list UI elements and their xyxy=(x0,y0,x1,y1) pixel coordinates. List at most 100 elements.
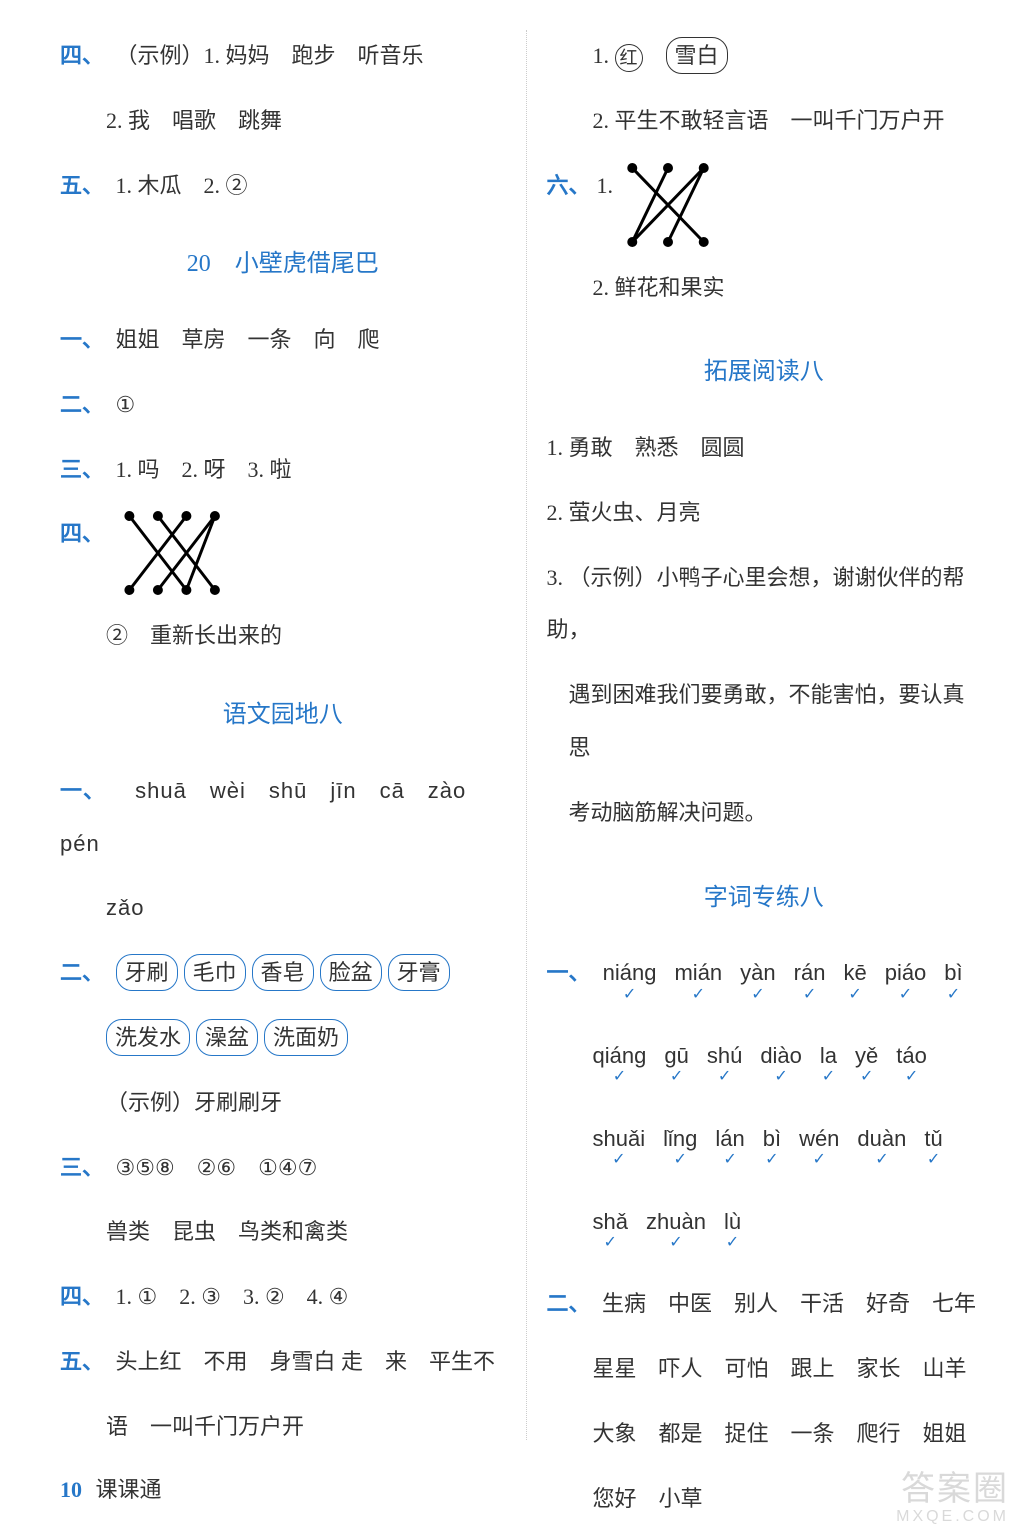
text: 2. 平生不敢轻言语 一叫千门万户开 xyxy=(593,108,945,133)
text: （示例）1. 妈妈 跑步 听音乐 xyxy=(116,43,424,68)
text: 语 一叫千门万户开 xyxy=(106,1414,304,1439)
line-item: 2. 我 唱歌 跳舞 xyxy=(60,95,506,148)
pinyin-word: shǎ xyxy=(593,1196,628,1249)
pinyin-word-container: shǎzhuànlù xyxy=(593,1209,760,1234)
text: 1. 勇敢 熟悉 圆圆 xyxy=(547,435,745,460)
section-number: 二、 xyxy=(60,960,104,985)
pinyin-word: bì xyxy=(763,1113,781,1166)
capsule-word: 脸盆 xyxy=(320,954,382,991)
text: 星星 吓人 可怕 跟上 家长 山羊 xyxy=(593,1356,967,1381)
capsule-word: 洗发水 xyxy=(106,1019,190,1056)
capsule-word: 牙膏 xyxy=(388,954,450,991)
pinyin-line: 一、 shuā wèi shū jīn cā zào pén xyxy=(60,765,506,871)
pinyin-word: diào xyxy=(760,1030,802,1083)
circled-char: 红 xyxy=(615,44,643,72)
line-item: 2. 平生不敢轻言语 一叫千门万户开 xyxy=(547,95,982,148)
pinyin-word: tǔ xyxy=(924,1113,942,1166)
section-number: 五、 xyxy=(60,1349,104,1374)
pinyin-word: shú xyxy=(707,1030,742,1083)
matching-row: 四、 xyxy=(60,508,506,598)
lesson-title: 20 小壁虎借尾巴 xyxy=(60,236,506,294)
text: ① xyxy=(116,392,136,417)
page-footer: 10 课课通 xyxy=(60,1472,162,1504)
text: ② 重新长出来的 xyxy=(106,623,282,648)
text: 考动脑筋解决问题。 xyxy=(569,800,767,825)
left-column: 四、 （示例）1. 妈妈 跑步 听音乐 2. 我 唱歌 跳舞 五、 1. 木瓜 … xyxy=(60,30,526,1440)
line-item: 2. 萤火虫、月亮 xyxy=(547,487,982,540)
line-item: 考动脑筋解决问题。 xyxy=(547,787,982,840)
page-number: 10 xyxy=(60,1477,82,1502)
text: 1. xyxy=(597,160,614,213)
text: （示例）牙刷刷牙 xyxy=(106,1090,282,1115)
line-item: 1. 红 雪白 xyxy=(547,30,982,83)
section-number: 四、 xyxy=(60,43,104,68)
line-item: 语 一叫千门万户开 xyxy=(60,1401,506,1454)
pinyin-word: lù xyxy=(724,1196,741,1249)
section-number: 三、 xyxy=(60,457,104,482)
line-item: 四、 （示例）1. 妈妈 跑步 听音乐 xyxy=(60,30,506,83)
capsule-line: 二、 牙刷毛巾香皂脸盆牙膏 xyxy=(60,947,506,1000)
text: 头上红 不用 身雪白 走 来 平生不 xyxy=(116,1349,496,1374)
text: 1. 吗 2. 呀 3. 啦 xyxy=(116,457,292,482)
pinyin-check-line: shǎzhuànlù xyxy=(547,1196,982,1267)
pinyin-word: piáo xyxy=(885,947,927,1000)
text: 大象 都是 捉住 一条 爬行 姐姐 xyxy=(593,1421,967,1446)
matching-svg xyxy=(110,508,240,598)
text: 1. xyxy=(593,43,615,68)
line-item: 二、 生病 中医 别人 干活 好奇 七年 xyxy=(547,1278,982,1331)
pinyin-word: kē xyxy=(843,947,866,1000)
pinyin-word: qiáng xyxy=(593,1030,647,1083)
pinyin-word-container: shuǎilǐnglánbìwénduàntǔ xyxy=(593,1126,961,1151)
pinyin-word: la xyxy=(820,1030,837,1083)
text: 2. 我 唱歌 跳舞 xyxy=(106,108,282,133)
line-item: ② 重新长出来的 xyxy=(60,610,506,663)
line-item: 1. 勇敢 熟悉 圆圆 xyxy=(547,422,982,475)
pinyin-check-line: shuǎilǐnglánbìwénduàntǔ xyxy=(547,1113,982,1184)
text: ③⑤⑧ ②⑥ ①④⑦ xyxy=(116,1155,318,1180)
text: 生病 中医 别人 干活 好奇 七年 xyxy=(602,1291,976,1316)
line-item: 星星 吓人 可怕 跟上 家长 山羊 xyxy=(547,1343,982,1396)
text: 遇到困难我们要勇敢，不能害怕，要认真思 xyxy=(569,682,965,760)
section-title: 字词专练八 xyxy=(547,870,982,928)
text: 2. 鲜花和果实 xyxy=(593,275,725,300)
text: 1. 木瓜 2. ② xyxy=(116,173,248,198)
section-number: 三、 xyxy=(60,1155,104,1180)
matching-diagram-2 xyxy=(613,160,723,250)
line-item: （示例）牙刷刷牙 xyxy=(60,1077,506,1130)
pinyin-check-line: 一、 niángmiányànránkēpiáobì xyxy=(547,947,982,1018)
section-number: 一、 xyxy=(60,778,106,803)
pinyin-check-line: qiánggūshúdiàolayětáo xyxy=(547,1030,982,1101)
line-item: 三、 ③⑤⑧ ②⑥ ①④⑦ xyxy=(60,1142,506,1195)
pinyin-word: rán xyxy=(794,947,826,1000)
pinyin-line: zǎo xyxy=(60,882,506,935)
section-number: 一、 xyxy=(547,960,591,985)
line-item: 2. 鲜花和果实 xyxy=(547,262,982,315)
pinyin-word-container: qiánggūshúdiàolayětáo xyxy=(593,1043,945,1068)
pinyin-word: lǐng xyxy=(663,1113,697,1166)
section-number: 二、 xyxy=(60,392,104,417)
line-item: 五、 头上红 不用 身雪白 走 来 平生不 xyxy=(60,1336,506,1389)
section-number: 一、 xyxy=(60,327,104,352)
capsule-container: 洗发水澡盆洗面奶 xyxy=(106,1025,354,1050)
pinyin-word-container: niángmiányànránkēpiáobì xyxy=(603,960,981,985)
watermark-line1: 答案圈 xyxy=(896,1471,1009,1508)
line-item: 三、 1. 吗 2. 呀 3. 啦 xyxy=(60,444,506,497)
section-title: 拓展阅读八 xyxy=(547,344,982,402)
capsule-word: 香皂 xyxy=(252,954,314,991)
page: 四、 （示例）1. 妈妈 跑步 听音乐 2. 我 唱歌 跳舞 五、 1. 木瓜 … xyxy=(0,0,1021,1536)
text: 3. （示例）小鸭子心里会想，谢谢伙伴的帮助， xyxy=(547,565,965,643)
capsule-line: 洗发水澡盆洗面奶 xyxy=(60,1012,506,1065)
capsule-word: 毛巾 xyxy=(184,954,246,991)
line-item: 大象 都是 捉住 一条 爬行 姐姐 xyxy=(547,1408,982,1461)
matching-svg xyxy=(613,160,723,250)
text: 2. 萤火虫、月亮 xyxy=(547,500,701,525)
capsule-word: 澡盆 xyxy=(196,1019,258,1056)
line-item: 四、 1. ① 2. ③ 3. ② 4. ④ xyxy=(60,1271,506,1324)
pinyin-word: shuǎi xyxy=(593,1113,646,1166)
pinyin-word: niáng xyxy=(603,947,657,1000)
pinyin-word: mián xyxy=(674,947,722,1000)
text: 您好 小草 xyxy=(593,1486,703,1511)
text: 姐姐 草房 一条 向 爬 xyxy=(116,327,380,352)
pinyin-word: yě xyxy=(855,1030,878,1083)
right-column: 1. 红 雪白 2. 平生不敢轻言语 一叫千门万户开 六、 1. 2. 鲜花和果… xyxy=(526,30,992,1440)
